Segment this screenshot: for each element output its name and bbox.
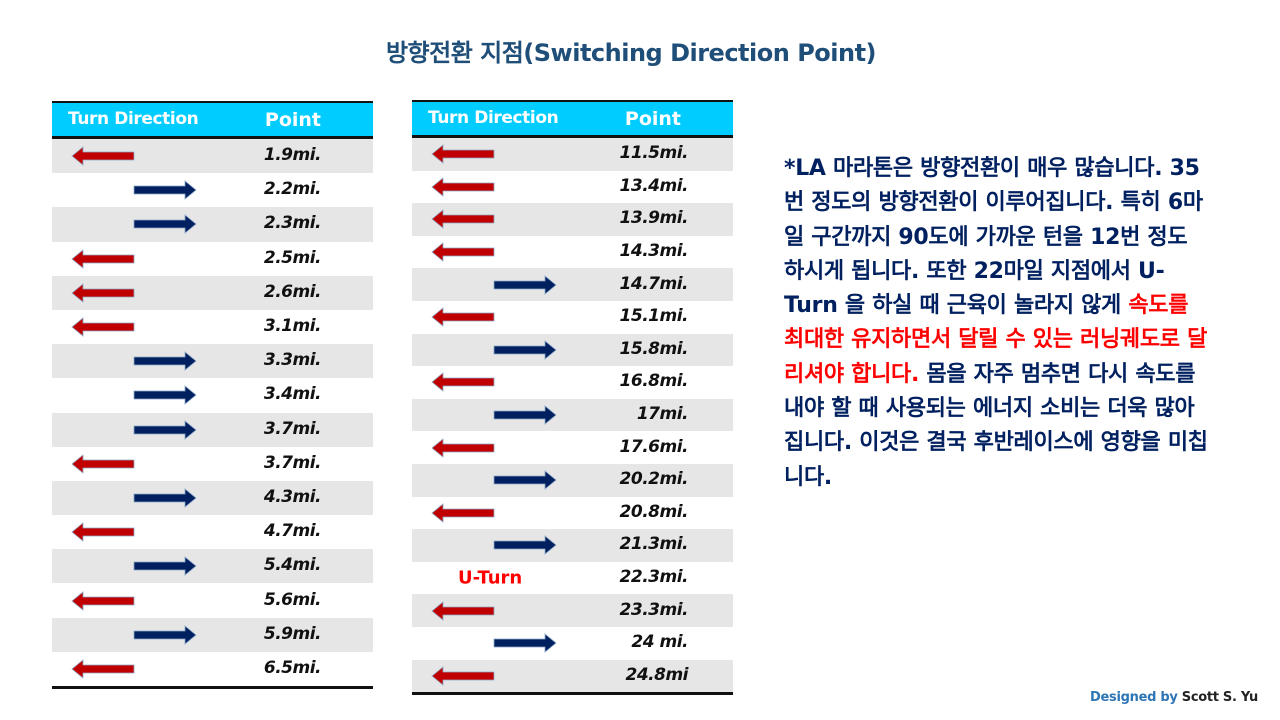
table-row: 6.5mi.: [52, 652, 373, 686]
table-row: 11.5mi.: [412, 138, 733, 171]
turn-table-right: Turn Direction Point 11.5mi. 13.4mi. 13.9m…: [412, 100, 733, 696]
point-value: 24.8mi: [625, 664, 689, 685]
table-row: 5.4mi.: [52, 549, 373, 584]
point-value: 3.7mi.: [263, 452, 322, 473]
point-value: 2.2mi.: [263, 179, 322, 200]
table-row: 3.3mi.: [52, 344, 373, 379]
point-value: 15.8mi.: [619, 338, 689, 359]
table-header: Turn Direction Point: [52, 101, 373, 139]
table-bottom-rule: [52, 686, 373, 689]
point-value: 23.3mi.: [619, 599, 689, 620]
point-value: 16.8mi.: [619, 371, 689, 392]
table-row: 1.9mi.: [52, 139, 373, 174]
point-value: 3.4mi.: [263, 384, 322, 405]
point-value: 2.3mi.: [263, 213, 322, 234]
point-value: 5.9mi.: [263, 623, 322, 644]
point-value: 2.6mi.: [263, 281, 322, 302]
turn-table-left: Turn Direction Point 1.9mi. 2.2mi. 2.3mi. 2…: [52, 101, 373, 689]
table-row: 2.2mi.: [52, 173, 373, 207]
table-row: 2.3mi.: [52, 207, 373, 242]
table-row: 21.3mi.: [412, 529, 733, 562]
table-body: 11.5mi. 13.4mi. 13.9mi. 14.3mi. 14.7mi. 15.1m…: [412, 138, 733, 693]
table-row: 14.7mi.: [412, 268, 733, 301]
table-row: 4.3mi.: [52, 480, 373, 516]
table-row: 5.6mi.: [52, 583, 373, 617]
description-paragraph: *LA 마라톤은 방향전환이 매우 많습니다. 35번 정도의 방향전환이 이루…: [784, 152, 1214, 495]
table-row: U-Turn 22.3mi.: [412, 562, 733, 595]
point-value: 4.7mi.: [263, 521, 322, 542]
description-text: *LA 마라톤은 방향전환이 매우 많습니다. 35번 정도의 방향전환이 이루…: [784, 156, 1203, 319]
header-point: Point: [264, 109, 321, 131]
point-value: 13.9mi.: [619, 208, 689, 229]
point-value: 13.4mi.: [619, 175, 689, 196]
point-value: 24 mi.: [631, 632, 688, 653]
credit-author: Scott S. Yu: [1181, 690, 1259, 705]
point-value: 17mi.: [636, 404, 689, 425]
point-value: 4.3mi.: [263, 486, 322, 507]
table-bottom-rule: [412, 692, 733, 696]
description-text-continued: 몸을 자주 멈추면 다시 속도를 내야 할 때 사용되는 에너지 소비는 더욱 …: [784, 361, 1208, 490]
point-value: 15.1mi.: [619, 306, 689, 327]
table-header: Turn Direction Point: [412, 100, 733, 138]
table-row: 2.6mi.: [52, 275, 373, 310]
table-row: 15.1mi.: [412, 301, 733, 334]
table-row: 3.7mi.: [52, 447, 373, 481]
point-value: 3.1mi.: [263, 316, 322, 337]
table-row: 20.8mi.: [412, 497, 733, 530]
header-turn-direction: Turn Direction: [428, 108, 559, 128]
table-row: 5.9mi.: [52, 617, 373, 652]
table-row: 13.4mi.: [412, 171, 733, 204]
table-row: 2.5mi.: [52, 242, 373, 276]
table-row: 17.6mi.: [412, 431, 733, 464]
table-body: 1.9mi. 2.2mi. 2.3mi. 2.5mi. 2.6mi. 3.1mi. 3.3m…: [52, 139, 373, 686]
table-row: 3.7mi.: [52, 412, 373, 447]
point-value: 11.5mi.: [619, 143, 689, 164]
page-title: 방향전환 지점(Switching Direction Point): [385, 39, 877, 67]
table-row: 23.3mi.: [412, 594, 733, 627]
point-value: 20.2mi.: [619, 469, 689, 490]
table-row: 24 mi.: [412, 627, 733, 660]
point-value: 17.6mi.: [619, 436, 689, 457]
table-row: 16.8mi.: [412, 366, 733, 399]
table-row: 3.4mi.: [52, 378, 373, 412]
table-row: 13.9mi.: [412, 203, 733, 236]
point-value: 14.7mi.: [619, 273, 689, 294]
table-row: 4.7mi.: [52, 515, 373, 549]
point-value: 5.6mi.: [263, 589, 322, 610]
point-value: 20.8mi.: [619, 501, 689, 522]
table-row: 15.8mi.: [412, 333, 733, 367]
point-value: 14.3mi.: [619, 241, 689, 262]
header-point: Point: [624, 108, 681, 130]
point-value: 3.3mi.: [263, 350, 322, 371]
point-value: 3.7mi.: [263, 418, 322, 439]
table-row: 24.8mi: [412, 659, 733, 693]
point-value: 1.9mi.: [263, 145, 322, 166]
credit-label: Designed by: [1090, 690, 1178, 705]
point-value: 22.3mi.: [619, 567, 689, 588]
u-turn-label: U-Turn: [458, 567, 523, 589]
header-turn-direction: Turn Direction: [68, 109, 199, 129]
table-row: 20.2mi.: [412, 463, 733, 497]
table-row: 14.3mi.: [412, 236, 733, 269]
point-value: 21.3mi.: [619, 534, 689, 555]
point-value: 5.4mi.: [263, 555, 322, 576]
point-value: 6.5mi.: [263, 657, 322, 678]
point-value: 2.5mi.: [263, 247, 322, 268]
credit: Designed by Scott S. Yu: [1090, 690, 1258, 705]
description-highlight: 속도를 최대한 유지하면서 달릴 수 있는 러닝궤도로 달리셔야 합니다.: [784, 293, 1208, 387]
table-row: 17mi.: [412, 398, 733, 432]
table-row: 3.1mi.: [52, 310, 373, 344]
